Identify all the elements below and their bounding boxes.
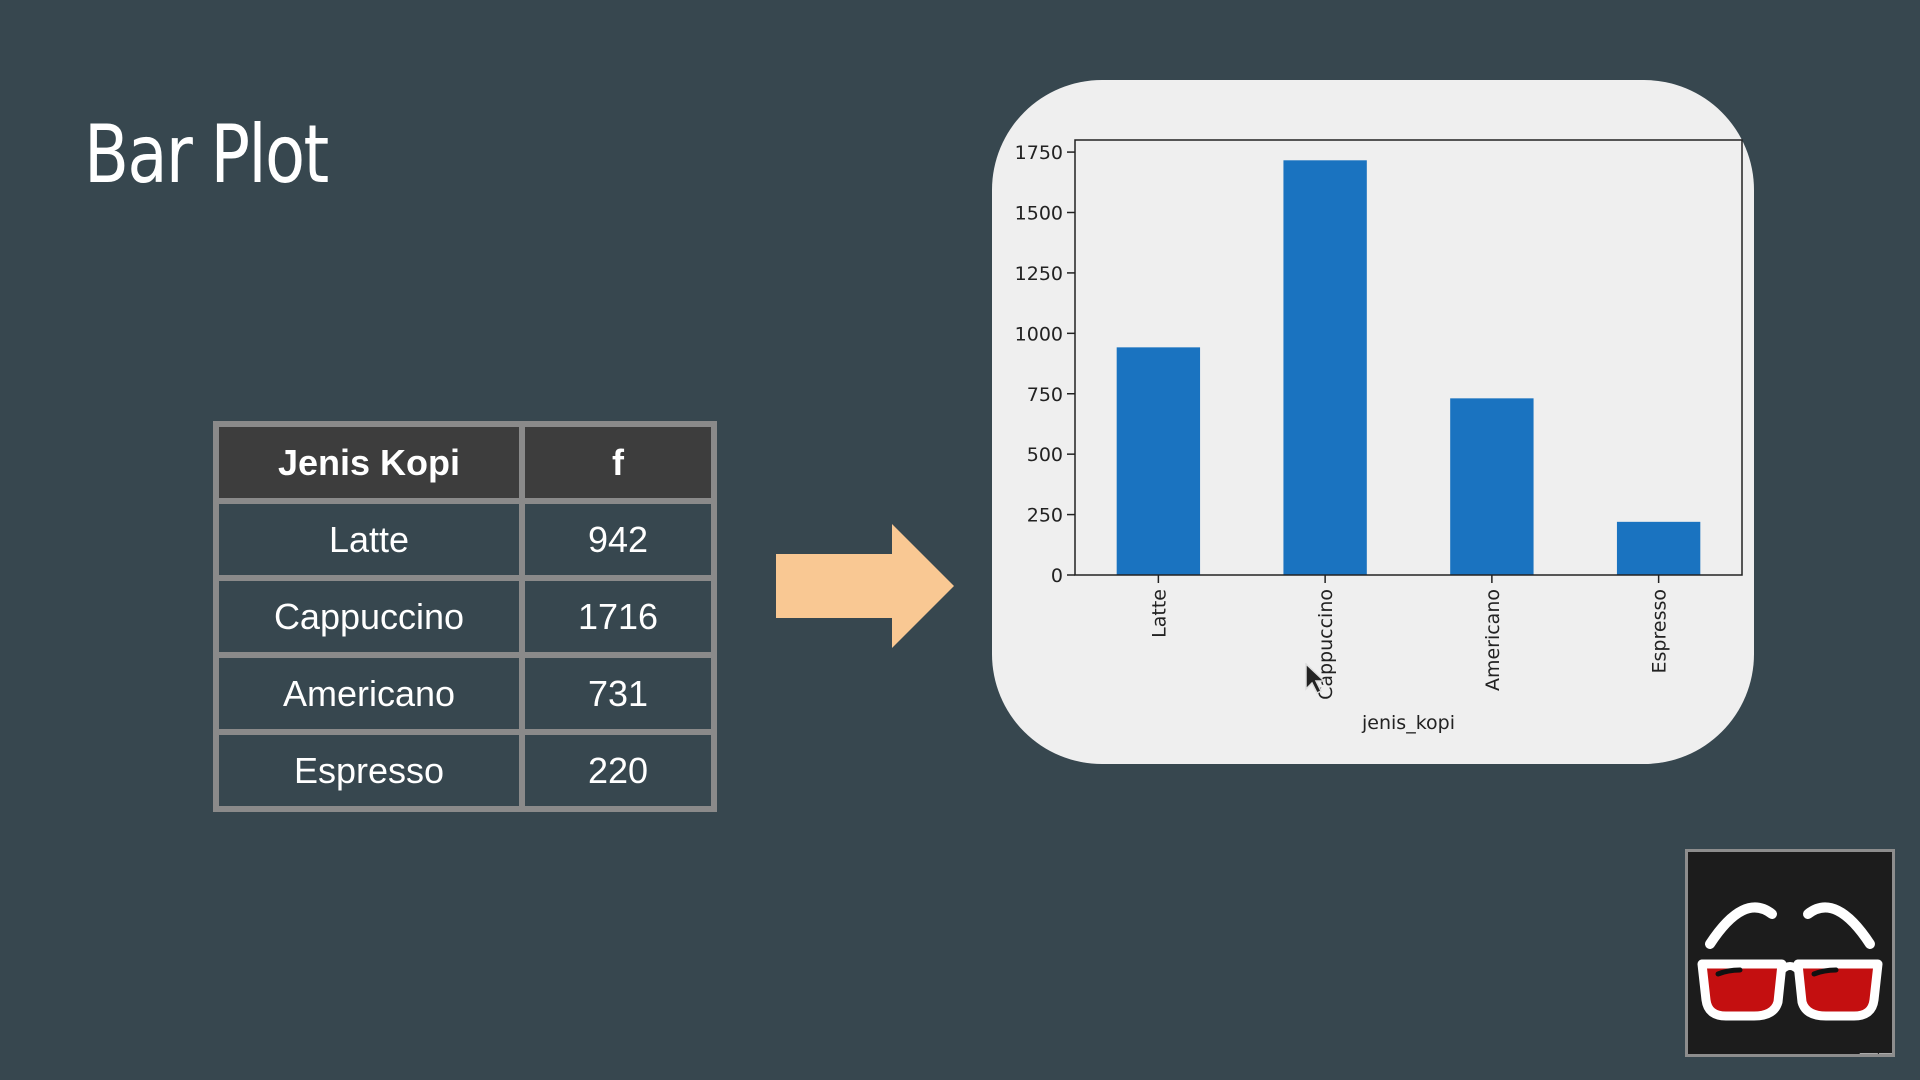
glasses-icon [1697,902,1898,1066]
table-row: Espresso 220 [213,729,717,812]
table-row: Americano 731 [213,652,717,735]
slide-title: Bar Plot [84,108,329,201]
y-tick-label: 1750 [1015,142,1063,164]
bar-cappuccino [1283,160,1367,576]
table-cell-frequency: 731 [519,652,717,735]
plot-frame [1074,139,1743,576]
table-cell-category: Espresso [213,729,525,812]
chart-card: 0 250 500 750 1000 1250 1500 1750 Latte Cappucci… [992,80,1754,764]
right-arrow-icon [776,524,954,648]
frequency-table: Jenis Kopi f Latte 942 Cappuccino 1716 A… [213,421,717,812]
x-tick-label: Latte [1148,589,1170,638]
y-tick-label: 1250 [1015,263,1063,285]
y-tick-label: 1500 [1015,203,1063,225]
bar-chart: 0 250 500 750 1000 1250 1500 1750 Latte Cappucci… [1015,139,1743,734]
y-tick-label: 750 [1027,384,1063,406]
x-axis-label: jenis_kopi [1361,712,1455,734]
table-cell-category: Americano [213,652,525,735]
table-cell-frequency: 1716 [519,575,717,658]
channel-logo [1685,849,1898,1066]
table-cell-category: Latte [213,498,525,581]
x-tick-label: Espresso [1649,589,1671,673]
x-tick-label: Cappuccino [1315,589,1337,700]
table-cell-category: Cappuccino [213,575,525,658]
table-row: Cappuccino 1716 [213,575,717,658]
bar-espresso [1616,521,1701,575]
table-header-row: Jenis Kopi f [213,421,717,504]
table-cell-frequency: 220 [519,729,717,812]
y-tick-label: 500 [1027,444,1063,466]
y-tick-label: 250 [1027,505,1063,527]
table-header-category: Jenis Kopi [213,421,525,504]
y-tick-label: 1000 [1015,323,1063,345]
table-row: Latte 942 [213,498,717,581]
x-tick-label: Americano [1482,589,1504,691]
table-header-frequency: f [519,421,717,504]
bar-americano [1450,398,1534,575]
y-tick-label: 0 [1051,565,1063,587]
mouse-cursor-icon [1305,663,1326,695]
table-cell-frequency: 942 [519,498,717,581]
bar-latte [1116,347,1201,575]
